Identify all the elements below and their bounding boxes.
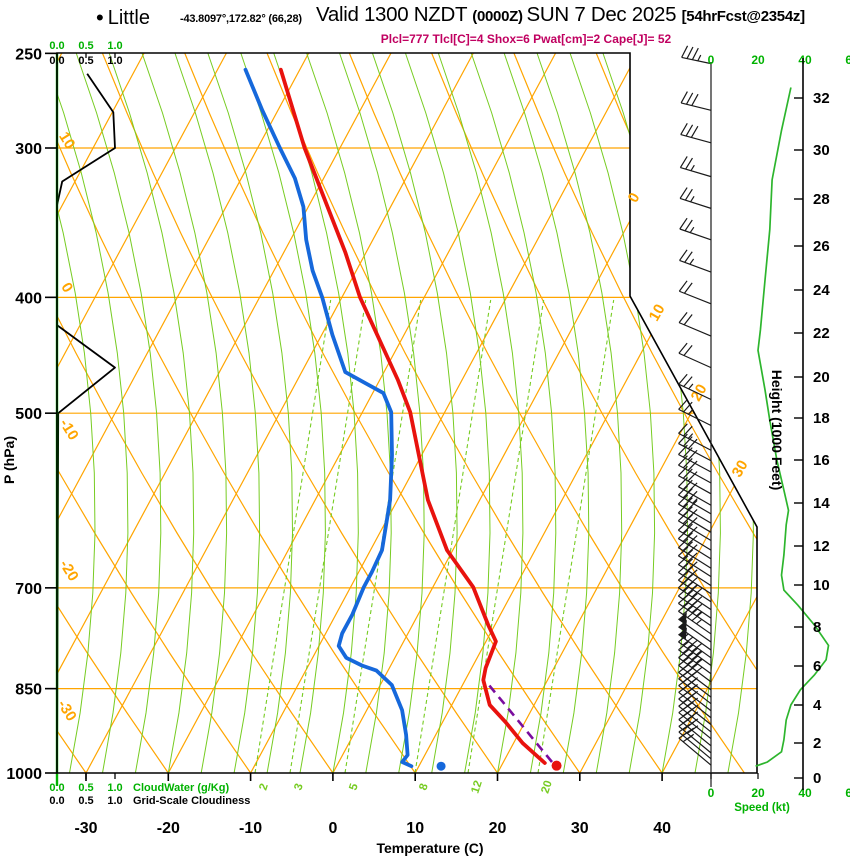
svg-text:0.5: 0.5 <box>78 795 93 807</box>
svg-text:700: 700 <box>15 581 42 598</box>
svg-text:0: 0 <box>57 280 76 296</box>
svg-text:20: 20 <box>751 53 765 67</box>
svg-text:4: 4 <box>813 697 822 714</box>
svg-text:6: 6 <box>813 658 821 675</box>
svg-text:22: 22 <box>813 325 830 342</box>
svg-text:CloudWater (g/Kg): CloudWater (g/Kg) <box>133 782 229 794</box>
svg-text:-10: -10 <box>56 416 82 443</box>
pressure-axis: 250 300 400 500 700 850 1000 P (hPa) <box>1 46 57 783</box>
svg-text:40: 40 <box>798 53 812 67</box>
svg-text:14: 14 <box>813 495 830 512</box>
svg-text:60: 60 <box>845 53 850 67</box>
svg-text:30: 30 <box>813 142 830 159</box>
svg-text:Temperature (C): Temperature (C) <box>376 840 483 856</box>
svg-text:1.0: 1.0 <box>107 40 122 52</box>
svg-text:2: 2 <box>257 782 270 792</box>
svg-text:16: 16 <box>813 452 830 469</box>
surface-temperature-dot <box>551 760 562 771</box>
svg-text:-30: -30 <box>74 820 97 837</box>
temperature-axis: -30 -20 -10 0 10 20 30 40 Temperature (C) <box>74 773 671 856</box>
svg-text:30: 30 <box>571 820 589 837</box>
svg-text:0.5: 0.5 <box>78 55 93 67</box>
svg-text:10: 10 <box>813 577 830 594</box>
valid-main: Valid 1300 NZDT <box>316 3 473 26</box>
svg-text:0: 0 <box>708 53 715 67</box>
svg-text:18: 18 <box>813 410 830 427</box>
speed-axis: 00202040406060Speed (kt) <box>708 53 850 814</box>
valid-date: SUN 7 Dec 2025 <box>526 3 682 26</box>
valid-time-title: Valid 1300 NZDT (0000Z) SUN 7 Dec 2025 [… <box>316 3 805 27</box>
svg-text:Speed (kt): Speed (kt) <box>734 802 790 814</box>
svg-text:P (hPa): P (hPa) <box>1 436 17 484</box>
svg-text:20: 20 <box>489 820 507 837</box>
station-coords: -43.8097°,172.82° (66,28) <box>180 13 302 25</box>
svg-text:0.0: 0.0 <box>49 795 64 807</box>
svg-text:850: 850 <box>15 682 42 699</box>
svg-text:1.0: 1.0 <box>107 55 122 67</box>
svg-text:0.5: 0.5 <box>78 782 93 794</box>
svg-text:-10: -10 <box>239 820 262 837</box>
station-title: • Little <box>96 5 150 31</box>
svg-text:0.0: 0.0 <box>49 782 64 794</box>
svg-text:10: 10 <box>646 301 669 324</box>
svg-text:0.0: 0.0 <box>49 55 64 67</box>
valid-forecast-hour: [54hrFcst@2354z] <box>681 8 806 25</box>
svg-text:30: 30 <box>729 457 752 480</box>
svg-text:20: 20 <box>751 786 765 800</box>
svg-text:0.5: 0.5 <box>78 40 93 52</box>
valid-zulu: (0000Z) <box>472 8 527 25</box>
station-bullet-icon: • <box>96 5 104 30</box>
svg-text:-20: -20 <box>157 820 180 837</box>
svg-text:Height (1000 Feet): Height (1000 Feet) <box>769 370 785 491</box>
svg-text:20: 20 <box>539 779 554 795</box>
parcel-path <box>488 684 554 763</box>
skewt-lattice <box>57 53 757 773</box>
svg-text:28: 28 <box>813 191 830 208</box>
wind-barbs <box>677 45 712 787</box>
svg-text:40: 40 <box>653 820 671 837</box>
svg-text:250: 250 <box>15 46 42 63</box>
svg-text:8: 8 <box>417 782 431 792</box>
temperature-curve <box>278 67 547 765</box>
svg-text:5: 5 <box>347 782 361 792</box>
svg-text:32: 32 <box>813 90 830 107</box>
svg-text:10: 10 <box>55 129 78 152</box>
svg-text:12: 12 <box>813 538 830 555</box>
sounding-profiles <box>243 67 562 771</box>
wind-speed-curve <box>755 87 830 768</box>
svg-text:0: 0 <box>328 820 337 837</box>
svg-text:0: 0 <box>708 786 715 800</box>
svg-text:0: 0 <box>813 770 821 787</box>
svg-text:Grid-Scale Cloudiness: Grid-Scale Cloudiness <box>133 795 250 807</box>
dewpoint-curve <box>243 67 414 769</box>
svg-text:500: 500 <box>15 406 42 423</box>
svg-text:300: 300 <box>15 141 42 158</box>
svg-text:400: 400 <box>15 290 42 307</box>
svg-text:3: 3 <box>292 782 305 792</box>
station-name: Little <box>107 7 150 29</box>
svg-text:0.0: 0.0 <box>49 40 64 52</box>
svg-text:20: 20 <box>813 369 830 386</box>
svg-text:0: 0 <box>625 190 644 206</box>
svg-text:60: 60 <box>845 786 850 800</box>
svg-text:12: 12 <box>469 779 484 795</box>
svg-text:8: 8 <box>813 619 821 636</box>
svg-text:-20: -20 <box>56 557 82 584</box>
svg-text:26: 26 <box>813 238 830 255</box>
svg-text:20: 20 <box>688 381 711 404</box>
svg-text:10: 10 <box>406 820 424 837</box>
svg-text:40: 40 <box>798 786 812 800</box>
svg-text:1.0: 1.0 <box>107 795 122 807</box>
stability-indices-line: Plcl=777 Tlcl[C]=4 Shox=6 Pwat[cm]=2 Cap… <box>380 32 672 46</box>
cloud-scale-rows: 0.00.00.00.00.50.50.50.51.01.01.01.0Clou… <box>49 40 250 807</box>
svg-text:1000: 1000 <box>6 766 42 783</box>
svg-text:2: 2 <box>813 735 821 752</box>
surface-dewpoint-dot <box>436 761 446 771</box>
svg-text:24: 24 <box>813 282 830 299</box>
svg-text:1.0: 1.0 <box>107 782 122 794</box>
